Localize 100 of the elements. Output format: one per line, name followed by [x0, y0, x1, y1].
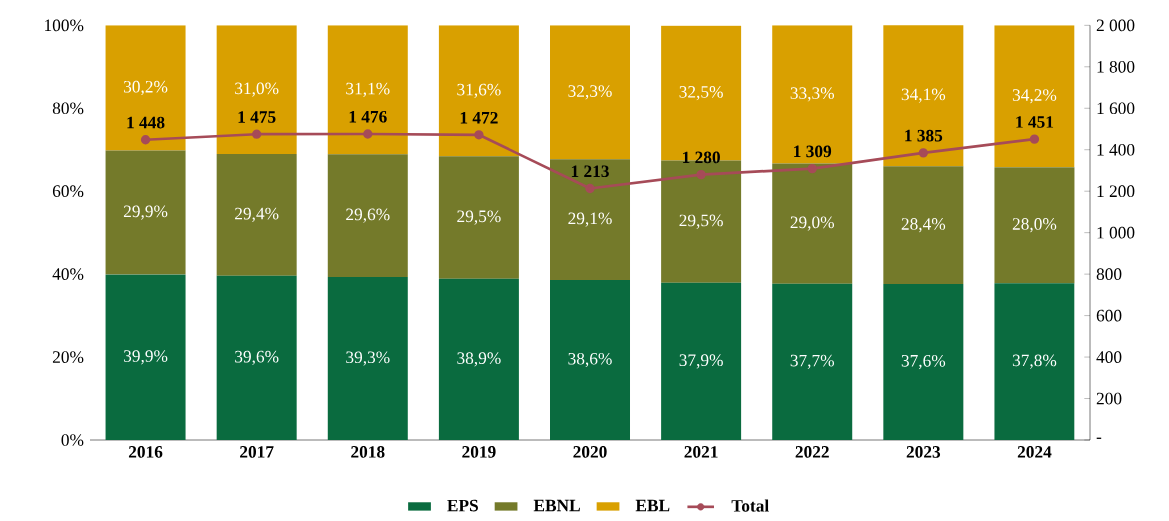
legend-label: Total: [731, 499, 769, 512]
legend-label: EBL: [635, 499, 670, 512]
x-tick-label: 2023: [906, 446, 941, 458]
bar: [216, 153, 297, 276]
y2-tick-label: 2 000: [1096, 19, 1135, 32]
y-tick-label: 80%: [52, 102, 84, 115]
data-label: 39,3%: [346, 351, 390, 366]
point: [696, 169, 706, 180]
data-label: 31,1%: [346, 82, 390, 97]
data-label: 29,9%: [123, 205, 168, 220]
data-label: 1 476: [349, 110, 387, 123]
data-label: 32,5%: [679, 86, 723, 101]
data-label: 37,7%: [790, 354, 835, 369]
y2-tick-label: 400: [1096, 351, 1122, 363]
bar: [883, 166, 964, 285]
data-label: 31,6%: [457, 83, 501, 98]
data-label: 28,4%: [901, 218, 946, 233]
data-label: 1 448: [127, 116, 165, 129]
y2-tick-label: 1 400: [1097, 143, 1135, 156]
bar: [994, 25, 1075, 168]
legend-label: EPS: [447, 499, 478, 512]
x-tick-label: 2020: [573, 446, 607, 458]
bar: [438, 278, 519, 440]
bar: [438, 25, 519, 157]
y-tick-label: 60%: [52, 185, 84, 198]
y2-tick-label: 1 600: [1097, 102, 1135, 115]
x-tick-label: 2019: [462, 446, 496, 458]
legend-label: EBNL: [533, 499, 580, 512]
bar: [105, 150, 186, 275]
x-tick-label: 2021: [684, 446, 718, 458]
x-tick-label: 2022: [795, 446, 829, 458]
data-label: 31,0%: [235, 82, 279, 97]
x-tick-label: 2017: [240, 446, 274, 458]
bar: [327, 25, 408, 155]
bar: [327, 154, 408, 278]
point: [252, 129, 262, 139]
x-tick-label: 2024: [1017, 446, 1052, 458]
bar: [105, 274, 186, 440]
data-label: 39,9%: [124, 350, 168, 365]
y2-tick-label: 600: [1096, 309, 1122, 322]
bar: [994, 283, 1075, 440]
data-label: 33,3%: [790, 87, 835, 102]
data-label: 1 280: [683, 151, 720, 164]
bar: [994, 167, 1075, 284]
bar: [772, 25, 853, 164]
data-label: 29,6%: [346, 208, 390, 223]
data-label: 1 475: [238, 111, 276, 123]
data-label: 29,5%: [457, 210, 501, 225]
point: [807, 163, 817, 174]
data-label: 1 309: [794, 145, 832, 158]
data-label: 1 451: [1016, 116, 1054, 128]
bar: [550, 159, 631, 280]
bar: [661, 282, 742, 440]
y-tick-label: 100%: [45, 19, 84, 32]
point: [918, 148, 929, 158]
bar: [216, 25, 297, 154]
point: [474, 130, 484, 140]
data-label: 37,8%: [1012, 354, 1057, 369]
data-label: 37,9%: [679, 354, 723, 369]
point: [1029, 134, 1040, 144]
data-label: 38,9%: [457, 352, 501, 367]
y2-tick-label: 1 800: [1097, 60, 1135, 73]
bar: [438, 156, 519, 279]
y-tick-label: 0%: [61, 434, 84, 446]
y2-tick-label: 1 000: [1097, 226, 1135, 239]
data-label: 1 472: [460, 111, 498, 124]
bar: [550, 279, 631, 440]
bar: [327, 277, 408, 440]
data-label: 38,6%: [568, 352, 612, 368]
data-label: 37,6%: [901, 354, 946, 370]
bar: [105, 25, 186, 151]
bar: [772, 283, 853, 440]
data-label: 29,5%: [679, 214, 723, 229]
y2-tick-label: -: [1096, 437, 1102, 439]
y2-tick-label: 200: [1096, 392, 1122, 405]
data-label: 30,2%: [124, 80, 168, 96]
data-label: 32,3%: [568, 85, 612, 100]
point: [363, 129, 373, 139]
point: [140, 135, 151, 145]
x-tick-label: 2018: [351, 446, 385, 458]
y2-tick-label: 800: [1096, 268, 1122, 280]
data-label: 1 213: [571, 165, 609, 178]
data-label: 29,1%: [568, 212, 612, 227]
data-label: 34,2%: [1012, 89, 1057, 104]
data-label: 29,0%: [790, 216, 835, 231]
data-label: 29,4%: [235, 207, 279, 222]
bar: [883, 284, 964, 440]
data-label: 39,6%: [235, 350, 279, 365]
y-tick-label: 40%: [52, 268, 84, 281]
bar: [550, 25, 631, 160]
bar: [883, 25, 964, 167]
data-label: 1 385: [905, 129, 943, 142]
bar: [772, 163, 853, 284]
data-label: 34,1%: [901, 88, 946, 103]
y2-tick-label: 1 200: [1097, 185, 1135, 198]
y-tick-label: 20%: [52, 351, 84, 363]
bar: [216, 275, 297, 440]
point: [585, 183, 595, 194]
x-tick-label: 2016: [128, 446, 163, 458]
data-label: 28,0%: [1012, 218, 1057, 233]
